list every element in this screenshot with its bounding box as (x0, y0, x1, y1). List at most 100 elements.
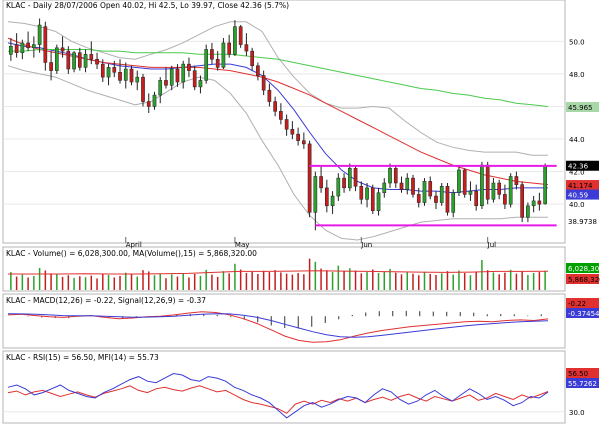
candle-body (543, 165, 547, 205)
candle-body (123, 68, 128, 81)
candle-body (210, 49, 214, 60)
candle-body (181, 63, 186, 83)
price-candles (9, 18, 547, 231)
candle-body (164, 80, 168, 86)
price-gridlines (3, 40, 565, 205)
price-panel-title: KLAC - Daily 28/07/2006 Open 40.02, Hi 4… (6, 1, 289, 10)
value-box-label: 56.50 (568, 370, 588, 378)
candle-body (325, 187, 329, 207)
value-box-label: 6,028,300 (568, 265, 600, 273)
volume-ma-line (8, 270, 549, 275)
value-box (566, 274, 599, 284)
candle-body (118, 72, 122, 81)
rsi-panel-title: KLAC - RSI(15) = 56.50, MFI(14) = 55.73 (6, 353, 159, 362)
candle-body (347, 168, 352, 189)
candle-body (20, 42, 25, 53)
candle-body (146, 101, 151, 107)
candle-body (376, 192, 381, 211)
value-box (566, 160, 599, 171)
candle-body (474, 190, 479, 207)
candle-body (158, 80, 163, 96)
value-box (566, 215, 599, 226)
candle-body (439, 186, 444, 203)
candle-body (370, 187, 375, 211)
value-box (566, 102, 599, 113)
candle-body (273, 101, 277, 112)
candle-body (221, 42, 226, 68)
candle-body (175, 68, 180, 83)
value-box-label: 40.59 (568, 192, 588, 200)
candle-body (112, 67, 117, 73)
candle-body (416, 194, 421, 203)
candle-body (89, 54, 94, 60)
candle-body (365, 187, 369, 200)
candle-body (9, 45, 13, 55)
candle-body (267, 89, 272, 102)
macd-panel (2, 293, 566, 349)
candle-body (353, 168, 358, 187)
candle-body (480, 164, 484, 207)
candle-body (462, 169, 467, 195)
candle-body (411, 177, 415, 195)
value-box-label: 5,868,320 (568, 276, 600, 284)
candle-body (497, 182, 501, 195)
candle-body (83, 54, 88, 68)
candle-body (330, 195, 335, 207)
candle-body (319, 176, 323, 189)
candle-body (55, 47, 59, 71)
candle-body (238, 26, 243, 45)
candle-body (531, 200, 536, 207)
candle-body (434, 195, 438, 203)
value-box (566, 180, 599, 191)
candle-body (135, 76, 140, 83)
candle-body (250, 50, 254, 66)
price-y-tick-label: 40.0 (569, 201, 585, 209)
candle-body (72, 52, 76, 70)
candle-body (66, 50, 71, 70)
candle-body (296, 133, 300, 141)
candle-body (508, 176, 513, 205)
candle-body (526, 205, 530, 218)
candle-body (60, 47, 65, 52)
price-x-month-label: April (126, 241, 142, 249)
price-x-month-label: Jun (360, 241, 372, 249)
value-box (566, 308, 599, 318)
candle-body (313, 176, 318, 213)
price-y-tick-label: 48.0 (569, 71, 585, 79)
candle-body (187, 63, 191, 71)
value-box (566, 378, 599, 388)
candle-body (49, 62, 53, 71)
rsi-series-line (7, 372, 549, 419)
candle-body (141, 76, 145, 102)
value-box-label: 41.174 (568, 182, 593, 190)
candle-body (393, 168, 398, 184)
price-trend-lines (309, 164, 557, 227)
candle-body (399, 182, 404, 190)
candle-body (26, 42, 30, 49)
candle-body (457, 169, 461, 194)
candle-body (106, 67, 111, 78)
volume-panel-title: KLAC - Volume() = 6,028,300.00, MA(Volum… (6, 249, 257, 258)
candle-body (129, 68, 134, 83)
candle-body (43, 26, 48, 63)
value-box-label: 55.7262 (568, 380, 597, 388)
candle-body (152, 94, 157, 107)
candle-body (388, 168, 392, 184)
candle-body (227, 42, 231, 55)
candle-body (192, 70, 197, 88)
value-box (566, 189, 599, 200)
candle-body (514, 176, 519, 185)
price-x-month-label: Jul (487, 241, 497, 249)
candle-body (468, 190, 473, 195)
candle-body (244, 44, 249, 52)
candle-body (336, 177, 341, 197)
candle-body (359, 186, 364, 200)
candle-body (261, 75, 266, 91)
candle-body (503, 194, 507, 205)
price-series-line (8, 49, 549, 107)
candle-body (100, 63, 105, 78)
macd-series-line (7, 313, 549, 338)
candle-body (302, 140, 306, 145)
candle-body (491, 182, 496, 200)
